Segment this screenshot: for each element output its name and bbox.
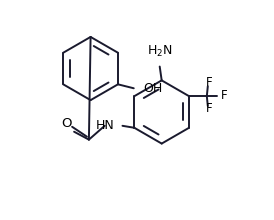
Text: H$_2$N: H$_2$N xyxy=(147,44,173,59)
Text: OH: OH xyxy=(144,82,163,95)
Text: F: F xyxy=(206,76,212,89)
Text: O: O xyxy=(61,117,72,130)
Text: F: F xyxy=(221,89,227,102)
Text: HN: HN xyxy=(96,119,115,132)
Text: F: F xyxy=(206,101,212,115)
